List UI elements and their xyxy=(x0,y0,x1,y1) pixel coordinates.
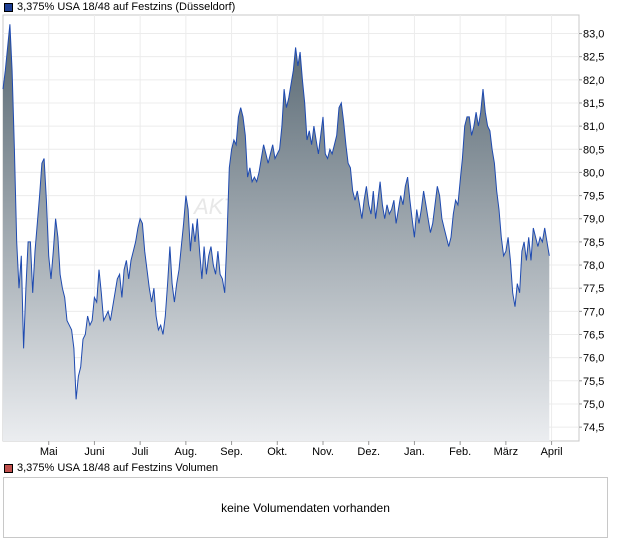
volume-legend-swatch xyxy=(4,463,13,473)
x-tick-label: Nov. xyxy=(312,446,334,458)
volume-panel: keine Volumendaten vorhanden xyxy=(3,477,608,538)
x-axis: Mai Juni Juli Aug. Sep. Okt. Nov. Dez. Jan. Feb. M… xyxy=(40,441,563,458)
y-tick-label: 77,5 xyxy=(583,283,604,295)
y-tick-label: 81,0 xyxy=(583,121,604,133)
y-tick-label: 83,0 xyxy=(583,29,604,41)
no-volume-message: keine Volumendaten vorhanden xyxy=(221,500,390,515)
volume-legend: 3,375% USA 18/48 auf Festzins Volumen xyxy=(4,461,218,475)
price-line xyxy=(2,24,550,400)
y-tick-label: 78,0 xyxy=(583,260,604,272)
price-area xyxy=(3,24,550,442)
y-tick-label: 82,5 xyxy=(583,52,604,64)
y-tick-label: 75,0 xyxy=(583,399,604,411)
x-tick-label: Jan. xyxy=(404,446,425,458)
y-tick-label: 76,5 xyxy=(583,330,604,342)
y-tick-label: 74,5 xyxy=(583,422,604,434)
y-tick-label: 80,0 xyxy=(583,167,604,179)
x-tick-label: Dez. xyxy=(357,446,380,458)
volume-legend-label: 3,375% USA 18/48 auf Festzins Volumen xyxy=(17,462,219,474)
x-tick-label: Mai xyxy=(40,446,58,458)
price-legend-label: 3,375% USA 18/48 auf Festzins (Düsseldor… xyxy=(17,1,236,13)
y-tick-label: 79,0 xyxy=(583,214,604,226)
x-tick-label: Aug. xyxy=(175,446,198,458)
x-tick-label: April xyxy=(541,446,563,458)
y-axis: 83,0 82,5 82,0 81,5 81,0 80,5 80,0 79,5 79,0 78,5… xyxy=(579,29,604,434)
x-tick-label: Feb. xyxy=(449,446,471,458)
x-tick-label: Okt. xyxy=(267,446,287,458)
y-tick-label: 79,5 xyxy=(583,191,604,203)
y-tick-label: 75,5 xyxy=(583,376,604,388)
y-tick-label: 81,5 xyxy=(583,98,604,110)
x-tick-label: Juni xyxy=(84,446,104,458)
price-chart: AKTIEN 83,082,582,081,581,080,580,079,57… xyxy=(2,14,604,458)
y-tick-label: 78,5 xyxy=(583,237,604,249)
y-tick-label: 82,0 xyxy=(583,75,604,87)
y-tick-label: 80,5 xyxy=(583,144,604,156)
x-tick-label: Juli xyxy=(132,446,149,458)
y-tick-label: 76,0 xyxy=(583,353,604,365)
price-legend-swatch xyxy=(4,2,13,12)
x-tick-label: Sep. xyxy=(220,446,243,458)
y-tick-label: 77,0 xyxy=(583,306,604,318)
price-legend: 3,375% USA 18/48 auf Festzins (Düsseldor… xyxy=(4,0,235,14)
x-tick-label: März xyxy=(494,446,518,458)
